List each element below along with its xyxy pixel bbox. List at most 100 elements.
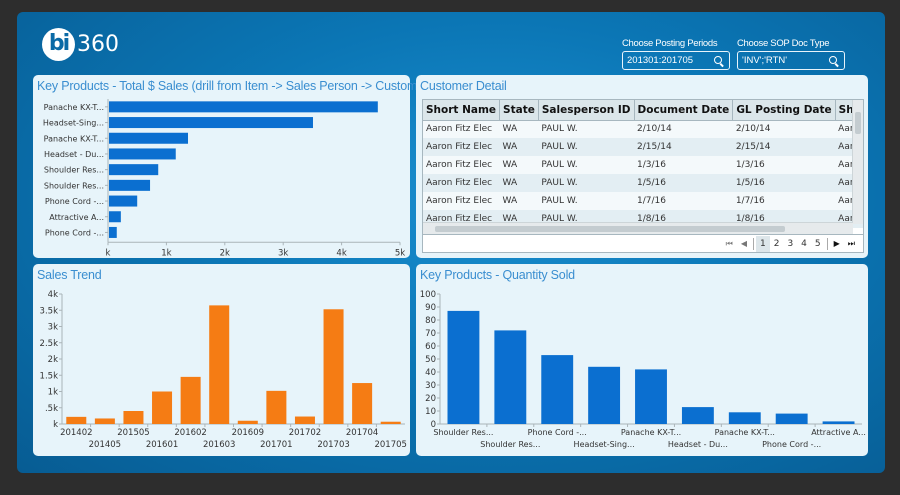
category-label: Panache KX-T... bbox=[44, 134, 104, 143]
pager: ⏮ ◀ 1 2 3 4 5 ▶ ⏭ bbox=[422, 235, 864, 253]
bar-3[interactable] bbox=[152, 391, 173, 425]
posting-periods-input[interactable]: 201301:201705 bbox=[622, 51, 730, 70]
category-label: 201703 bbox=[317, 440, 349, 450]
table-cell: WA bbox=[499, 120, 539, 138]
category-label: Attractive A... bbox=[49, 213, 104, 222]
bar-7[interactable] bbox=[109, 211, 121, 223]
bar-5[interactable] bbox=[681, 407, 714, 424]
bar-11[interactable] bbox=[380, 421, 401, 424]
tick-label: 1k bbox=[161, 248, 171, 258]
bar-8[interactable] bbox=[109, 226, 117, 238]
search-icon[interactable] bbox=[713, 55, 725, 67]
first-page-icon[interactable]: ⏮ bbox=[725, 238, 733, 248]
bar-1[interactable] bbox=[94, 418, 115, 424]
bar-7[interactable] bbox=[266, 390, 287, 424]
tick-label: 70 bbox=[425, 329, 436, 339]
table-cell: WA bbox=[499, 192, 539, 210]
prev-page-icon[interactable]: ◀ bbox=[740, 238, 747, 248]
bar-1[interactable] bbox=[109, 117, 313, 129]
bar-3[interactable] bbox=[109, 148, 176, 160]
category-label: 201705 bbox=[374, 440, 406, 450]
bar-0[interactable] bbox=[66, 416, 87, 424]
customer-detail-panel: Customer Detail Short Name State Salespers… bbox=[416, 75, 868, 258]
column-header[interactable]: GL Posting Date bbox=[732, 100, 836, 121]
bar-5[interactable] bbox=[109, 179, 151, 191]
category-label: Phone Cord -... bbox=[528, 428, 587, 437]
sales-trend-panel: Sales Trend k .5k 1k 1.5k 2k 2.5k 3k 3.5k 4k 2014… bbox=[33, 264, 410, 456]
bar-4[interactable] bbox=[635, 369, 667, 424]
bar-9[interactable] bbox=[323, 309, 344, 424]
page-4-button[interactable]: 4 bbox=[801, 238, 807, 249]
bar-1[interactable] bbox=[494, 330, 527, 424]
category-label: Attractive A... bbox=[811, 428, 866, 437]
category-label: Shoulder Res... bbox=[44, 181, 104, 190]
scroll-thumb[interactable] bbox=[435, 226, 785, 232]
column-header[interactable]: Short Name bbox=[423, 100, 501, 121]
page-1-button[interactable]: 1 bbox=[755, 235, 770, 252]
tick-label: 5k bbox=[395, 248, 405, 258]
next-page-icon[interactable]: ▶ bbox=[833, 238, 840, 248]
key-products-sales-panel: Key Products - Total $ Sales (drill from… bbox=[33, 75, 432, 258]
tick-label: 90 bbox=[425, 303, 436, 313]
horizontal-scrollbar[interactable] bbox=[423, 222, 853, 234]
filter-value: 'INV';'RTN' bbox=[742, 55, 788, 66]
bar-5[interactable] bbox=[209, 305, 230, 424]
tick-label: 40 bbox=[425, 368, 436, 378]
bar-10[interactable] bbox=[352, 383, 373, 424]
scroll-thumb[interactable] bbox=[855, 112, 861, 134]
bar-8[interactable] bbox=[294, 416, 315, 424]
table-cell: 1/5/16 bbox=[732, 174, 836, 192]
bar-6[interactable] bbox=[237, 420, 258, 424]
bar-8[interactable] bbox=[822, 421, 855, 424]
sop-doc-type-input[interactable]: 'INV';'RTN' bbox=[737, 51, 845, 70]
tick-label: 3.5k bbox=[40, 306, 59, 316]
key-products-sales-chart: Panache KX-T... Headset-Sing... Panache KX… bbox=[43, 99, 405, 258]
vertical-scrollbar[interactable] bbox=[852, 100, 863, 224]
page-3-button[interactable]: 3 bbox=[787, 238, 794, 249]
bar-4[interactable] bbox=[180, 376, 201, 424]
table-cell: Aaron Fitz Elec bbox=[423, 156, 500, 174]
bar-3[interactable] bbox=[588, 366, 621, 424]
tick-label: 100 bbox=[420, 290, 436, 300]
logo-text: 360 bbox=[77, 31, 119, 57]
category-label: Phone Cord -... bbox=[45, 197, 104, 206]
column-header[interactable]: State bbox=[499, 100, 539, 121]
page-5-button[interactable]: 5 bbox=[814, 238, 821, 249]
bar-6[interactable] bbox=[728, 412, 761, 424]
panel-title: Key Products - Total $ Sales (drill from… bbox=[37, 79, 432, 93]
bar-2[interactable] bbox=[541, 355, 574, 424]
column-header[interactable]: Document Date bbox=[634, 100, 734, 121]
filter-value: 201301:201705 bbox=[627, 55, 694, 66]
bar-6[interactable] bbox=[109, 195, 138, 207]
category-label: 201601 bbox=[146, 440, 178, 450]
page-2-button[interactable]: 2 bbox=[773, 238, 780, 249]
search-icon[interactable] bbox=[828, 55, 840, 67]
last-page-icon[interactable]: ⏭ bbox=[847, 238, 855, 248]
panel-title: Key Products - Quantity Sold bbox=[420, 268, 575, 282]
bar-2[interactable] bbox=[109, 132, 189, 144]
table-body: Aaron Fitz Elec WA PAUL W. 2/10/14 2/10/14 Aa… bbox=[423, 120, 863, 228]
column-header[interactable]: Salesperson ID bbox=[538, 100, 635, 121]
bar-4[interactable] bbox=[109, 164, 159, 176]
tick-label: 1k bbox=[48, 388, 58, 398]
bar-0[interactable] bbox=[109, 101, 378, 113]
filter-label: Choose Posting Periods bbox=[622, 38, 718, 49]
category-label: Headset - Du... bbox=[44, 150, 104, 159]
tick-label: 2k bbox=[48, 355, 58, 365]
bar-7[interactable] bbox=[775, 413, 808, 424]
table-cell: 1/3/16 bbox=[634, 156, 733, 174]
bar-0[interactable] bbox=[447, 310, 480, 424]
bar-2[interactable] bbox=[123, 411, 144, 424]
category-label: Shoulder Res... bbox=[433, 428, 493, 437]
divider bbox=[752, 237, 754, 250]
category-label: 201701 bbox=[260, 440, 292, 450]
table-cell: PAUL W. bbox=[538, 138, 635, 156]
sales-trend-chart: k .5k 1k 1.5k 2k 2.5k 3k 3.5k 4k 201402 201405 2015… bbox=[40, 290, 407, 450]
category-label: Headset-Sing... bbox=[43, 119, 104, 128]
table-cell: 1/5/16 bbox=[634, 174, 733, 192]
